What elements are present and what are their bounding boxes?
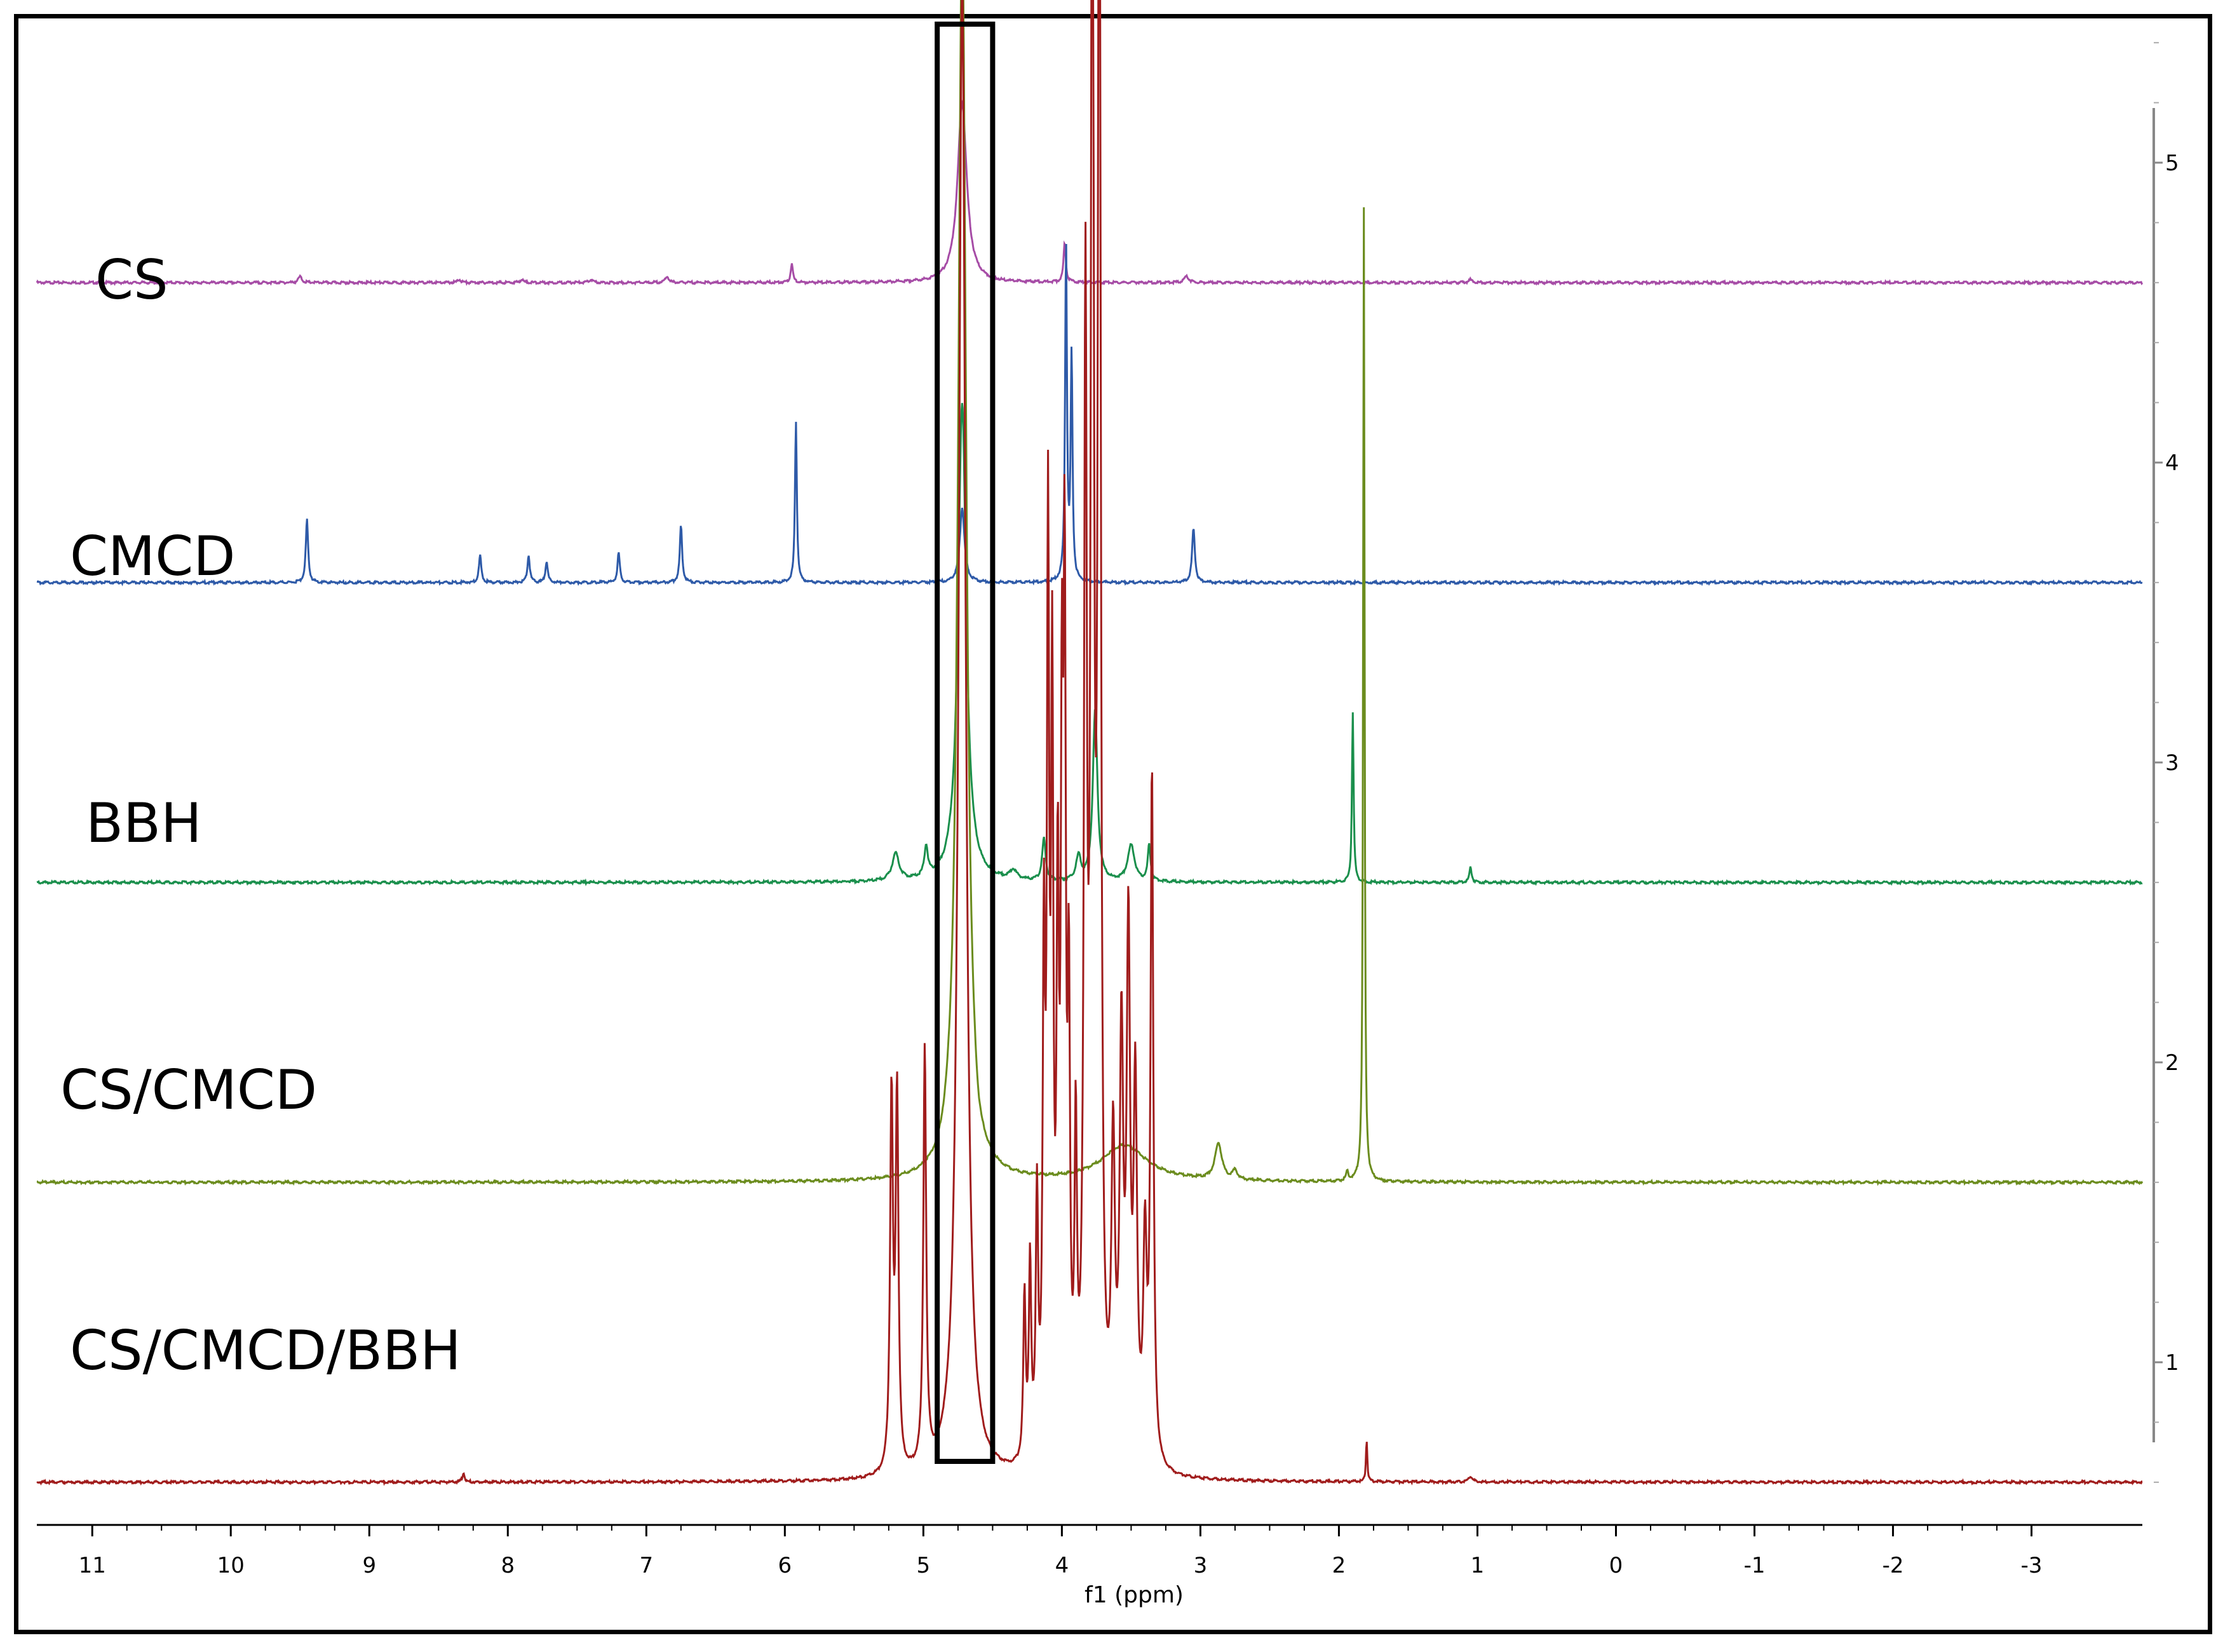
y-tick-label: 3	[2165, 750, 2179, 776]
series-label: CMCD	[70, 525, 236, 588]
x-tick-label: 0	[1609, 1553, 1623, 1578]
series-line-cs	[36, 99, 2144, 287]
x-axis-ticks: 11 10 9 8 7 6 5 4 3 2 1 0 -1 -2 -3	[79, 1525, 2043, 1578]
spectra-series-layer	[36, 0, 2144, 1486]
y-tick-label: 1	[2165, 1350, 2179, 1376]
y-tick-label: 5	[2165, 151, 2179, 176]
y-axis-ticks: 1 2 3 4 5	[2154, 42, 2179, 1483]
highlight-box-water-peak	[935, 22, 996, 1464]
x-tick-label: -1	[1744, 1553, 1766, 1578]
x-tick-label: 7	[639, 1553, 653, 1578]
x-tick-label: 5	[917, 1553, 931, 1578]
x-tick-label: 2	[1332, 1553, 1346, 1578]
x-axis-title: f1 (ppm)	[1085, 1582, 1184, 1608]
figure-frame	[14, 14, 2212, 1634]
x-tick-label: 3	[1194, 1553, 1208, 1578]
series-line-cs-cmcd-bbh	[36, 0, 2143, 1486]
x-tick-label: 4	[1055, 1553, 1069, 1578]
x-tick-label: 1	[1471, 1553, 1485, 1578]
series-label: BBH	[86, 792, 202, 855]
series-label: CS/CMCD	[60, 1059, 317, 1122]
x-axis: 11 10 9 8 7 6 5 4 3 2 1 0 -1 -2 -3 f1 (ppm)	[37, 1524, 2142, 1608]
y-tick-label: 4	[2165, 450, 2179, 476]
x-tick-label: 10	[217, 1553, 245, 1578]
x-tick-label: 6	[778, 1553, 792, 1578]
y-axis: 1 2 3 4 5	[2152, 42, 2179, 1483]
x-tick-label: -2	[1882, 1553, 1904, 1578]
series-label: CS/CMCD/BBH	[70, 1319, 461, 1383]
series-label: CS	[95, 248, 168, 312]
x-tick-label: 11	[79, 1553, 106, 1578]
x-tick-label: 9	[362, 1553, 376, 1578]
x-tick-label: 8	[501, 1553, 515, 1578]
x-tick-label: -3	[2021, 1553, 2043, 1578]
series-line-cs-cmcd	[36, 0, 2144, 1186]
series-labels-layer: CS CMCD BBH CS/CMCD CS/CMCD/BBH	[60, 248, 461, 1383]
y-tick-label: 2	[2165, 1050, 2179, 1076]
